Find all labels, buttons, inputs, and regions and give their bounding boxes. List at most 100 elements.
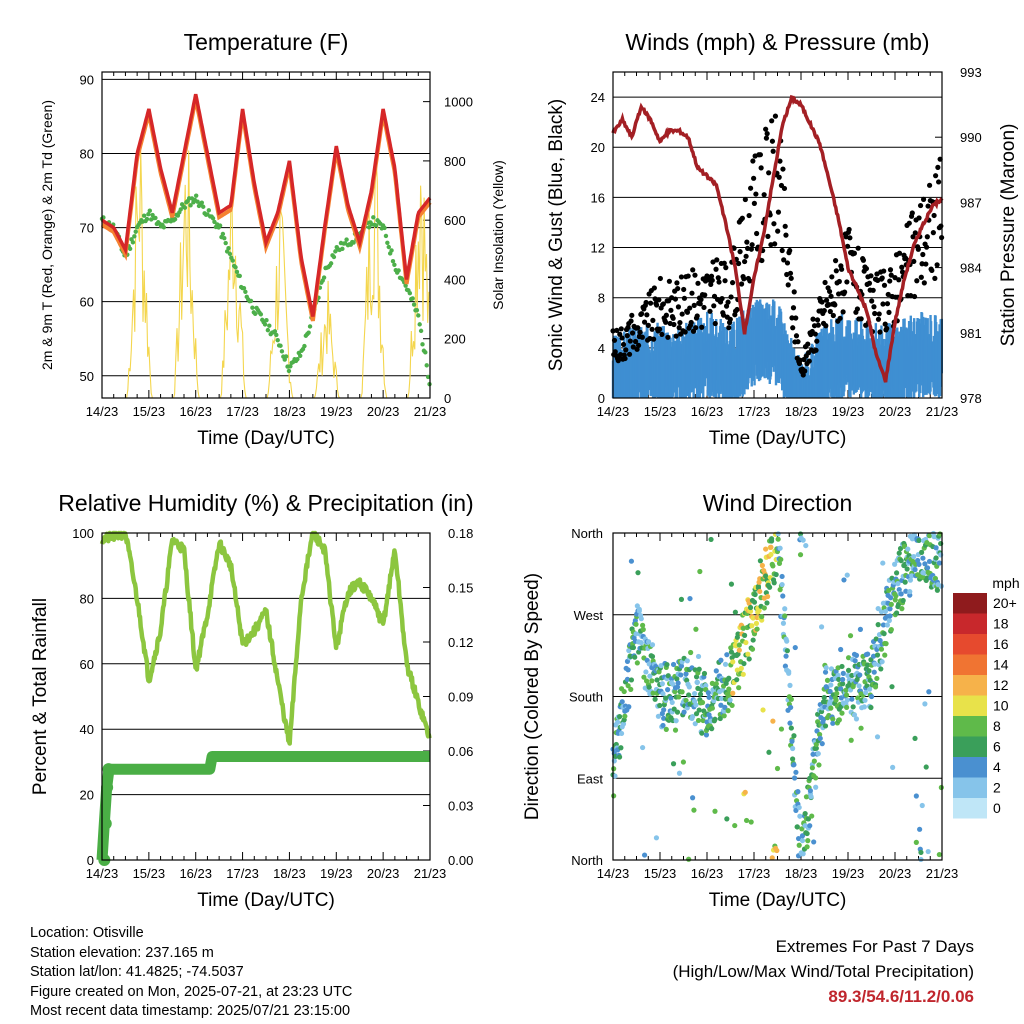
- gust-point: [886, 309, 892, 316]
- direction-point: [893, 593, 899, 599]
- direction-point: [818, 624, 825, 630]
- gust-point: [682, 329, 688, 335]
- direction-point: [626, 647, 632, 654]
- dewpoint-point: [283, 354, 289, 359]
- direction-point: [749, 646, 756, 652]
- dewpoint-point: [302, 343, 307, 349]
- dewpoint-point: [188, 203, 193, 208]
- gust-point: [785, 282, 791, 288]
- chart-panel-3: Relative Humidity (%) & Precipitation (i…: [30, 490, 474, 911]
- gust-point: [635, 325, 641, 331]
- y-axis-label: Percent & Total Rainfall: [30, 598, 51, 795]
- gust-point: [624, 333, 630, 339]
- gust-point: [802, 368, 808, 374]
- direction-point: [691, 690, 698, 697]
- dewpoint-point: [146, 211, 151, 217]
- direction-point: [887, 606, 893, 612]
- direction-point: [884, 622, 890, 628]
- gust-point: [915, 246, 921, 252]
- gust-point: [812, 331, 818, 337]
- direction-point: [657, 702, 663, 709]
- series-rh-line: [99, 530, 432, 746]
- x-axis-label: Time (Day/UTC): [709, 428, 847, 449]
- gust-point: [747, 278, 753, 284]
- plot-frame: [612, 532, 943, 861]
- y2-tick-label: 0.12: [448, 635, 473, 650]
- y-tick-label: West: [574, 608, 604, 623]
- gust-point: [854, 306, 861, 312]
- gust-point: [814, 317, 821, 323]
- plot-frame: [101, 532, 431, 861]
- direction-point: [811, 758, 817, 764]
- info-timestamp: Most recent data timestamp: 2025/07/21 2…: [30, 1003, 351, 1019]
- dewpoint-point: [193, 193, 199, 198]
- gust-point: [708, 281, 714, 288]
- direction-point: [848, 737, 854, 743]
- direction-point: [813, 784, 819, 790]
- gust-point: [837, 315, 843, 321]
- direction-point: [923, 764, 929, 770]
- direction-point: [853, 716, 860, 722]
- gust-point: [766, 170, 772, 176]
- gust-point: [827, 308, 833, 315]
- gust-point: [650, 317, 656, 323]
- direction-point: [674, 684, 681, 690]
- gust-point: [813, 347, 819, 353]
- direction-point: [878, 609, 885, 615]
- gust-point: [739, 215, 745, 221]
- direction-point: [834, 690, 840, 696]
- gust-point: [716, 279, 722, 285]
- gust-point: [614, 327, 620, 334]
- direction-point: [933, 555, 939, 561]
- direction-point: [808, 794, 814, 800]
- gust-point: [780, 166, 786, 172]
- gust-point: [695, 280, 701, 286]
- colorbar-swatch: [953, 716, 987, 737]
- direction-point: [619, 699, 625, 705]
- gust-point: [644, 312, 650, 318]
- series-temp2m-line: [101, 93, 432, 317]
- direction-point: [727, 697, 733, 703]
- station-info: Location: Otisville Station elevation: 2…: [30, 924, 352, 1022]
- gust-point: [753, 191, 759, 197]
- direction-point: [788, 704, 794, 711]
- gust-point: [622, 355, 628, 362]
- gust-point: [723, 303, 730, 309]
- gust-point: [712, 320, 718, 327]
- y-tick-label: 80: [80, 147, 94, 162]
- gust-point: [917, 202, 924, 209]
- direction-point: [898, 591, 904, 597]
- direction-point: [874, 675, 880, 682]
- gust-point: [641, 319, 648, 325]
- direction-point: [835, 672, 841, 678]
- gust-point: [665, 334, 671, 340]
- direction-point: [718, 657, 724, 663]
- gust-point: [746, 212, 752, 219]
- dewpoint-point: [331, 254, 337, 260]
- gust-point: [772, 241, 778, 247]
- gust-point: [924, 234, 930, 240]
- dewpoint-point: [210, 216, 216, 221]
- gust-point: [722, 278, 728, 284]
- direction-point: [759, 614, 765, 620]
- direction-point: [640, 744, 646, 751]
- direction-point: [843, 687, 849, 693]
- direction-point: [850, 704, 856, 710]
- x-tick-label: 15/23: [644, 404, 677, 419]
- direction-point: [788, 725, 794, 731]
- direction-point: [804, 844, 810, 850]
- direction-point: [866, 668, 872, 674]
- dewpoint-point: [288, 364, 293, 369]
- gust-point: [687, 305, 693, 311]
- direction-point: [828, 666, 835, 672]
- gust-point: [734, 306, 740, 313]
- direction-point: [775, 531, 781, 537]
- direction-point: [756, 607, 762, 614]
- direction-point: [791, 762, 797, 768]
- direction-point: [919, 802, 925, 809]
- dewpoint-point: [130, 240, 136, 245]
- gust-point: [810, 316, 816, 322]
- direction-point: [661, 715, 667, 721]
- gust-point: [743, 253, 749, 259]
